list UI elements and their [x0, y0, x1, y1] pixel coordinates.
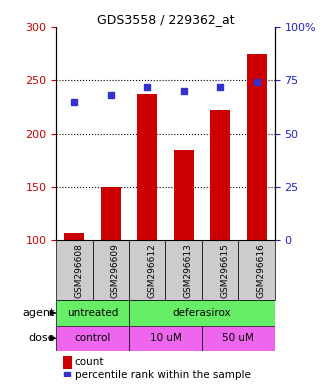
Text: control: control: [74, 333, 111, 343]
Bar: [129, 300, 275, 326]
Bar: [101, 187, 121, 240]
Bar: [129, 240, 166, 300]
Point: [65, 372, 70, 378]
Bar: [174, 150, 194, 240]
Point: [181, 88, 186, 94]
Text: dose: dose: [28, 333, 54, 343]
Bar: [166, 240, 202, 300]
Text: GSM296616: GSM296616: [257, 243, 265, 298]
Text: GSM296615: GSM296615: [220, 243, 229, 298]
Bar: [137, 94, 157, 240]
Point: [145, 84, 150, 90]
Bar: [210, 110, 230, 240]
Title: GDS3558 / 229362_at: GDS3558 / 229362_at: [97, 13, 234, 26]
Text: GSM296612: GSM296612: [147, 243, 156, 298]
Bar: [202, 326, 275, 351]
Bar: [247, 53, 266, 240]
Text: deferasirox: deferasirox: [172, 308, 231, 318]
Text: 50 uM: 50 uM: [222, 333, 254, 343]
Bar: [56, 240, 93, 300]
Text: GSM296608: GSM296608: [74, 243, 83, 298]
Text: GSM296613: GSM296613: [184, 243, 193, 298]
Point: [108, 92, 114, 98]
Point: [254, 79, 259, 85]
Text: 10 uM: 10 uM: [150, 333, 181, 343]
Bar: [129, 326, 202, 351]
Bar: [56, 300, 129, 326]
Bar: [238, 240, 275, 300]
Bar: [63, 356, 71, 369]
Point: [217, 84, 223, 90]
Text: untreated: untreated: [67, 308, 118, 318]
Text: agent: agent: [22, 308, 54, 318]
Text: count: count: [75, 358, 104, 367]
Point: [72, 99, 77, 105]
Bar: [93, 240, 129, 300]
Text: GSM296609: GSM296609: [111, 243, 120, 298]
Bar: [56, 326, 129, 351]
Bar: [202, 240, 238, 300]
Text: percentile rank within the sample: percentile rank within the sample: [75, 370, 251, 380]
Bar: [65, 233, 84, 240]
